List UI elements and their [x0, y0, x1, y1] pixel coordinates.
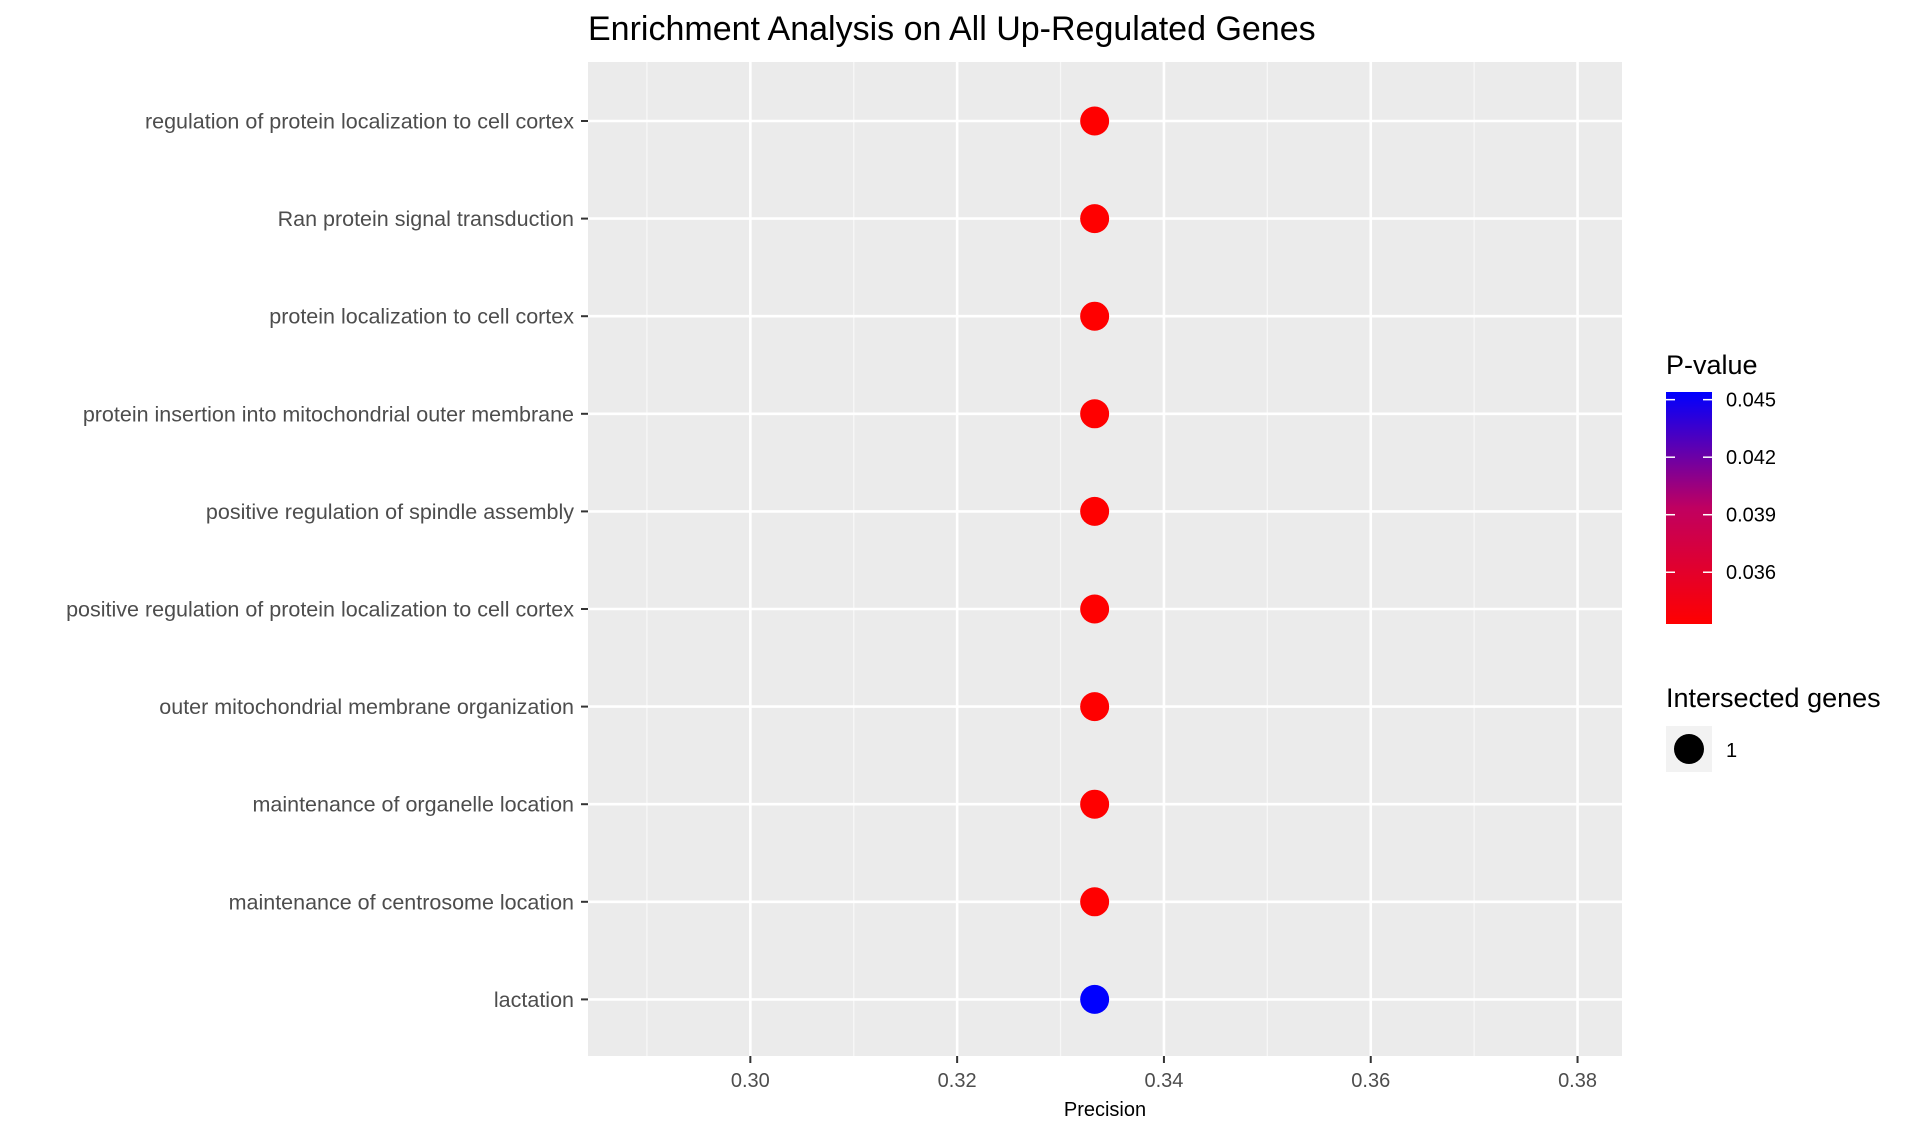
y-axis: regulation of protein localization to ce… — [66, 110, 588, 1012]
y-category-label: protein insertion into mitochondrial out… — [83, 402, 574, 426]
color-bar — [1666, 392, 1712, 624]
data-point — [1080, 496, 1110, 526]
x-tick-label: 0.32 — [938, 1070, 977, 1092]
size-legend-point — [1674, 734, 1704, 764]
y-category-label: lactation — [494, 988, 574, 1012]
x-tick-label: 0.38 — [1558, 1070, 1597, 1092]
y-category-label: regulation of protein localization to ce… — [145, 110, 574, 134]
data-point — [1080, 789, 1110, 819]
x-tick-label: 0.34 — [1144, 1070, 1183, 1092]
x-axis-title: Precision — [1064, 1099, 1146, 1121]
size-legend-title: Intersected genes — [1666, 683, 1881, 713]
color-legend-label: 0.036 — [1726, 562, 1776, 584]
data-point — [1080, 399, 1110, 429]
data-point — [1080, 594, 1110, 624]
y-category-label: positive regulation of protein localizat… — [66, 598, 574, 622]
color-legend-label: 0.039 — [1726, 505, 1776, 527]
x-tick-label: 0.36 — [1351, 1070, 1390, 1092]
size-legend-label: 1 — [1726, 740, 1737, 762]
data-point — [1080, 887, 1110, 917]
y-category-label: positive regulation of spindle assembly — [206, 500, 574, 524]
y-category-label: maintenance of organelle location — [252, 793, 574, 817]
data-point — [1080, 301, 1110, 331]
color-legend-title: P-value — [1666, 350, 1758, 380]
y-category-label: protein localization to cell cortex — [269, 305, 574, 329]
color-legend-label: 0.042 — [1726, 447, 1776, 469]
minor-grid-lines — [646, 62, 1475, 1056]
data-point — [1080, 984, 1110, 1014]
y-category-label: maintenance of centrosome location — [229, 890, 574, 914]
size-legend: Intersected genes 1 — [1666, 683, 1881, 772]
color-legend: P-value 0.036 0.039 0.042 0.045 — [1666, 350, 1776, 624]
color-legend-ticks: 0.036 0.039 0.042 0.045 — [1666, 390, 1776, 584]
data-point — [1080, 204, 1110, 234]
data-points — [1080, 106, 1110, 1014]
color-legend-label: 0.045 — [1726, 390, 1776, 412]
y-category-label: Ran protein signal transduction — [278, 207, 574, 231]
y-category-label: outer mitochondrial membrane organizatio… — [159, 695, 574, 719]
data-point — [1080, 692, 1110, 722]
chart-title: Enrichment Analysis on All Up-Regulated … — [588, 10, 1316, 48]
x-tick-label: 0.30 — [731, 1070, 770, 1092]
data-point — [1080, 106, 1110, 136]
x-axis: 0.30 0.32 0.34 0.36 0.38 — [731, 1056, 1597, 1092]
